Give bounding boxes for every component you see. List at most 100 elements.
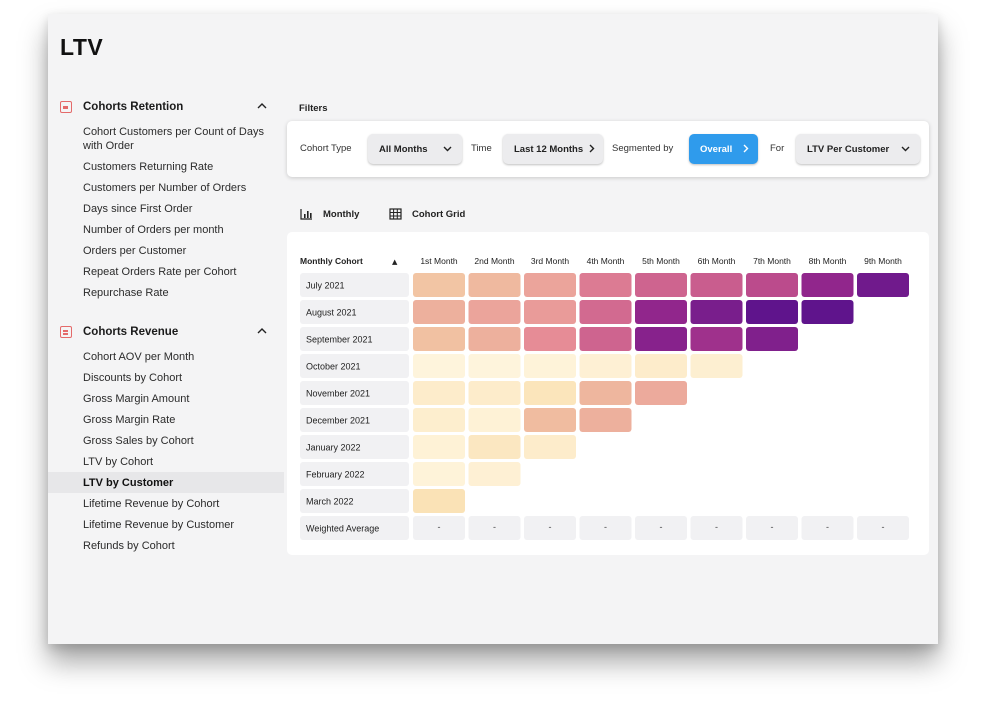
corner-label: Monthly Cohort [300,256,363,266]
sidebar-item[interactable]: Number of Orders per month [83,223,224,236]
app-window: LTV Cohorts Retention Cohort Customers p… [48,14,938,644]
heatmap-cell[interactable] [524,327,576,351]
footer-cell [690,516,743,540]
heatmap-cell[interactable] [579,327,632,351]
nav-list-revenue: Cohort AOV per Month Discounts by Cohort… [48,343,284,556]
heatmap-cell[interactable] [468,381,521,405]
sort-icon[interactable]: ▲ [392,258,398,266]
heatmap-cell[interactable] [468,435,521,459]
heatmap-cell[interactable] [579,381,632,405]
heatmap-cell[interactable] [524,408,576,432]
row-label-bg [300,273,409,297]
chevron-up-icon[interactable] [256,325,268,337]
heatmap-cell[interactable] [579,273,632,297]
row-label-bg [300,408,409,432]
time-label: Time [471,143,492,154]
sidebar-item[interactable]: Customers per Number of Orders [83,181,247,194]
heatmap-cell[interactable] [413,435,465,459]
view-cohort-grid-button[interactable]: Cohort Grid [389,208,465,220]
sidebar-item[interactable]: Days since First Order [83,202,193,215]
document-icon [60,326,72,338]
sidebar-item[interactable]: Gross Sales by Cohort [83,434,194,447]
sidebar-item[interactable]: Cohort Customers per Count of Days with … [83,125,264,152]
footer-label-bg [300,516,409,540]
heatmap-cell[interactable] [635,354,687,378]
footer-cell [801,516,854,540]
heatmap-cell[interactable] [746,300,798,324]
heatmap-cell[interactable] [468,273,521,297]
section-title: Cohorts Revenue [83,326,179,338]
view-monthly-button[interactable]: Monthly [300,208,359,220]
cohort-type-dropdown[interactable]: All Months [368,134,462,164]
footer-value: - [493,522,496,532]
footer-cell [857,516,909,540]
for-value: LTV Per Customer [807,143,890,155]
sidebar-item[interactable]: Repurchase Rate [83,286,169,299]
sidebar-item[interactable]: Refunds by Cohort [83,539,175,552]
heatmap-cell[interactable] [413,300,465,324]
sidebar-item[interactable]: Customers Returning Rate [83,160,214,173]
heatmap-cell[interactable] [690,327,743,351]
heatmap-cell[interactable] [579,354,632,378]
heatmap-cell[interactable] [746,327,798,351]
column-header: 5th Month [642,256,680,266]
heatmap-cell[interactable] [857,273,909,297]
sidebar-item[interactable]: Lifetime Revenue by Customer [83,518,235,531]
heatmap-cell[interactable] [801,300,854,324]
footer-cell [746,516,798,540]
sidebar-item[interactable]: Gross Margin Rate [83,413,176,426]
heatmap-cell[interactable] [524,300,576,324]
heatmap-cell[interactable] [413,354,465,378]
cohort-type-label: Cohort Type [300,143,352,154]
heatmap-cell[interactable] [579,408,632,432]
heatmap-cell[interactable] [413,381,465,405]
sidebar-item[interactable]: Orders per Customer [83,244,187,257]
chevron-up-icon[interactable] [256,100,268,112]
sidebar-item[interactable]: Repeat Orders Rate per Cohort [83,265,237,278]
row-label: December 2021 [306,416,370,426]
heatmap-cell[interactable] [801,273,854,297]
bar-chart-icon [300,209,312,220]
heatmap-cell[interactable] [635,381,687,405]
for-dropdown[interactable]: LTV Per Customer [796,134,920,164]
row-label-bg [300,327,409,351]
heatmap-cell[interactable] [468,462,521,486]
heatmap-cell[interactable] [468,354,521,378]
heatmap-cell[interactable] [524,381,576,405]
heatmap-cell[interactable] [524,273,576,297]
row-label-bg [300,300,409,324]
sidebar-item[interactable]: Discounts by Cohort [83,371,183,384]
heatmap-cell[interactable] [468,300,521,324]
heatmap-cell[interactable] [579,300,632,324]
footer-value: - [715,522,718,532]
heatmap-cell[interactable] [524,354,576,378]
heatmap-cell[interactable] [468,408,521,432]
heatmap-cell[interactable] [746,273,798,297]
heatmap-cell[interactable] [635,273,687,297]
heatmap-cell[interactable] [690,354,743,378]
footer-value: - [660,522,663,532]
heatmap-cell[interactable] [524,435,576,459]
heatmap-cell[interactable] [413,408,465,432]
heatmap-cell[interactable] [690,273,743,297]
heatmap-cell[interactable] [690,300,743,324]
heatmap-cell[interactable] [413,462,465,486]
heatmap-cell[interactable] [635,327,687,351]
sidebar-item[interactable]: LTV by Cohort [83,455,154,468]
time-dropdown[interactable]: Last 12 Months [503,134,603,164]
sidebar-item[interactable]: Cohort AOV per Month [83,350,195,363]
sidebar-item-active[interactable]: LTV by Customer [48,472,284,493]
lock-icon [60,101,72,113]
section-header-cohorts-revenue[interactable]: Cohorts Revenue [48,321,284,343]
heatmap-cell[interactable] [413,273,465,297]
sidebar-item[interactable]: Gross Margin Amount [83,392,190,405]
chevron-down-icon [901,146,910,152]
heatmap-cell[interactable] [413,327,465,351]
heatmap-cell[interactable] [635,300,687,324]
row-label-bg [300,489,409,513]
heatmap-cell[interactable] [413,489,465,513]
segmented-by-dropdown[interactable]: Overall [689,134,758,164]
sidebar-item[interactable]: Lifetime Revenue by Cohort [83,497,220,510]
heatmap-cell[interactable] [468,327,521,351]
section-header-cohorts-retention[interactable]: Cohorts Retention [48,96,284,118]
